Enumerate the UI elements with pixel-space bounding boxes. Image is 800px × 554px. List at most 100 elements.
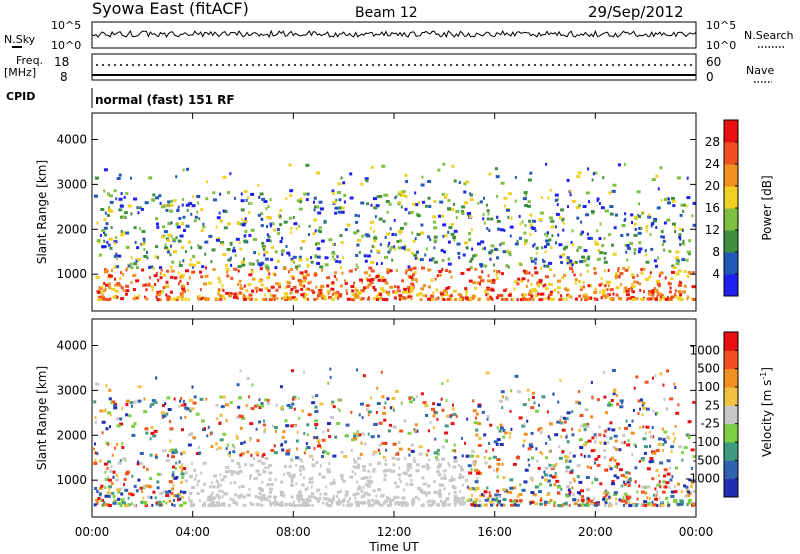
echo-cell [373, 288, 377, 292]
echo-cell [543, 264, 546, 268]
echo-cell [674, 386, 677, 389]
echo-cell [113, 240, 118, 244]
echo-cell [600, 296, 603, 300]
echo-cell [681, 228, 684, 232]
echo-cell [447, 230, 450, 234]
echo-cell [144, 502, 147, 506]
echo-cell [266, 268, 270, 272]
echo-cell [666, 435, 668, 439]
echo-cell [182, 289, 186, 293]
echo-cell [357, 291, 362, 295]
echo-cell [163, 490, 168, 494]
echo-cell [581, 255, 585, 259]
echo-cell [219, 395, 224, 399]
echo-cell [173, 250, 177, 254]
echo-cell [379, 494, 384, 498]
echo-cell [447, 262, 452, 266]
echo-cell [436, 403, 441, 407]
echo-cell [150, 285, 154, 289]
echo-cell [305, 442, 308, 446]
echo-cell [209, 493, 213, 497]
echo-cell [692, 223, 696, 227]
echo-cell [104, 478, 109, 481]
echo-cell [478, 499, 481, 503]
echo-cell [608, 191, 612, 195]
echo-cell [316, 171, 320, 175]
echo-cell [436, 274, 439, 278]
echo-cell [633, 280, 637, 284]
echo-cell [666, 218, 671, 222]
echo-cell [599, 482, 603, 486]
echo-cell [285, 452, 289, 456]
echo-cell [127, 264, 131, 268]
echo-cell [248, 202, 250, 205]
echo-cell [638, 459, 641, 463]
echo-cell [558, 298, 563, 301]
echo-cell [678, 235, 680, 239]
echo-cell [323, 294, 326, 298]
echo-cell [663, 485, 666, 489]
echo-cell [670, 295, 675, 299]
echo-cell [311, 504, 314, 508]
echo-cell [355, 432, 358, 436]
echo-cell [504, 397, 509, 401]
echo-cell [637, 399, 641, 403]
echo-cell [628, 478, 632, 482]
echo-cell [342, 479, 347, 483]
echo-cell [187, 298, 190, 302]
echo-cell [288, 405, 293, 409]
echo-cell [238, 414, 242, 418]
echo-cell [247, 283, 252, 287]
colorbar-tick-label: -500 [693, 453, 720, 467]
echo-cell [170, 221, 173, 225]
echo-cell [664, 485, 668, 489]
echo-cell [451, 223, 454, 226]
echo-cell [658, 284, 661, 288]
echo-cell [537, 466, 541, 470]
echo-cell [239, 287, 244, 290]
echo-cell [436, 452, 440, 456]
echo-cell [610, 399, 614, 402]
echo-cell [120, 498, 125, 502]
echo-cell [385, 448, 388, 452]
echo-cell [197, 295, 201, 299]
echo-cell [400, 193, 405, 197]
echo-cell [640, 268, 643, 272]
echo-cell [682, 290, 686, 294]
echo-cell [169, 420, 172, 424]
echo-cell [603, 449, 607, 452]
echo-cell [549, 474, 553, 478]
echo-cell [387, 468, 392, 472]
echo-cell [229, 401, 233, 405]
echo-cell [686, 176, 689, 180]
echo-cell [678, 233, 682, 237]
echo-cell [107, 282, 111, 286]
echo-cell [510, 216, 513, 220]
echo-cell [229, 469, 234, 473]
echo-cell [180, 284, 185, 288]
echo-cell [357, 463, 360, 467]
echo-cell [288, 253, 291, 257]
echo-cell [665, 496, 669, 500]
echo-cell [317, 291, 322, 295]
echo-cell [236, 383, 240, 387]
echo-cell [365, 483, 369, 487]
echo-cell [181, 428, 184, 432]
echo-cell [607, 403, 612, 407]
echo-cell [620, 474, 625, 477]
echo-cell [671, 475, 674, 479]
echo-cell [427, 449, 430, 453]
colorbar-tick-label: 16 [705, 201, 720, 215]
echo-cell [343, 194, 347, 197]
echo-cell [211, 485, 216, 489]
echo-cell [334, 206, 339, 210]
echo-cell [684, 494, 688, 498]
echo-cell [529, 213, 533, 217]
echo-cell [263, 430, 266, 434]
echo-cell [130, 493, 135, 497]
echo-cell [301, 239, 306, 243]
echo-cell [560, 261, 564, 264]
echo-cell [550, 283, 553, 286]
echo-cell [584, 503, 589, 507]
echo-cell [419, 298, 423, 302]
